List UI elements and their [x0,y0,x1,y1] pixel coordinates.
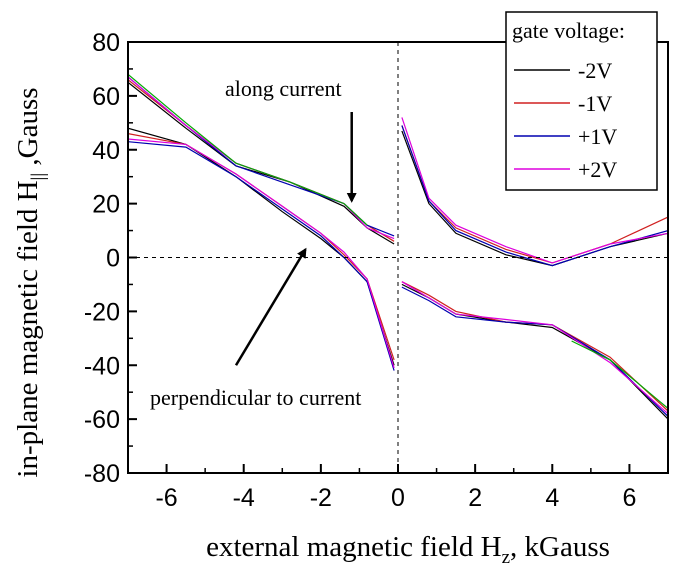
series-line-1-branch-0 [128,79,395,242]
x-tick-label: -4 [233,484,255,512]
y-tick-label: -40 [84,352,120,380]
x-tick-label: 0 [391,484,405,512]
x-tick-label: 6 [622,484,636,512]
series-line-3-branch-2 [401,117,668,264]
y-tick-label: -80 [84,460,120,488]
reference-lines [128,42,668,473]
y-tick-label: 60 [92,83,120,111]
legend-label: -1V [578,91,612,116]
y-tick-label: 80 [92,29,120,57]
legend-label: -2V [578,58,612,83]
x-tick-label: 2 [468,484,482,512]
y-tick-label: -60 [84,406,120,434]
legend: gate voltage: -2V -1V +1V +2V [505,11,658,191]
annotation-label-0: along current [225,76,342,101]
legend-box [505,11,658,191]
plot-lines [128,73,668,420]
x-tick-label: -6 [155,484,177,512]
legend-title: gate voltage: [512,18,625,43]
series-line-0-branch-3 [401,283,668,420]
annotation-label-1: perpendicular to current [150,385,361,410]
legend-label: +2V [578,157,617,182]
y-tick-label: 0 [106,245,120,273]
series-line-1-branch-1 [128,133,395,361]
legend-label: +1V [578,124,617,149]
annotations: along current perpendicular to current [150,76,361,410]
y-tick-label: 20 [92,191,120,219]
y-axis-label: in-plane magnetic field H|| ,Gauss [12,87,49,477]
series-line-3-branch-3 [401,281,668,415]
axis-ticks [127,41,669,474]
series-line-2-branch-2 [401,125,668,267]
series-line-1-branch-3 [401,281,668,412]
y-tick-label: 40 [92,137,120,165]
legend-items: -2V -1V +1V +2V [514,58,617,182]
series-line-0-branch-0 [128,81,395,245]
x-tick-label: 4 [545,484,559,512]
series-line-4-branch-0 [128,73,368,226]
x-tick-label: -2 [310,484,332,512]
series-line-3-branch-1 [128,138,395,369]
series-line-4-branch-1 [571,340,668,409]
series-line-2-branch-3 [401,286,668,417]
y-tick-label: -20 [84,298,120,326]
series-line-2-branch-1 [128,141,395,371]
series-line-0-branch-1 [128,127,395,366]
series-line-3-branch-0 [128,76,395,240]
annotation-arrow-1 [234,247,307,366]
x-axis-label: external magnetic field Hz, kGauss [206,531,610,568]
